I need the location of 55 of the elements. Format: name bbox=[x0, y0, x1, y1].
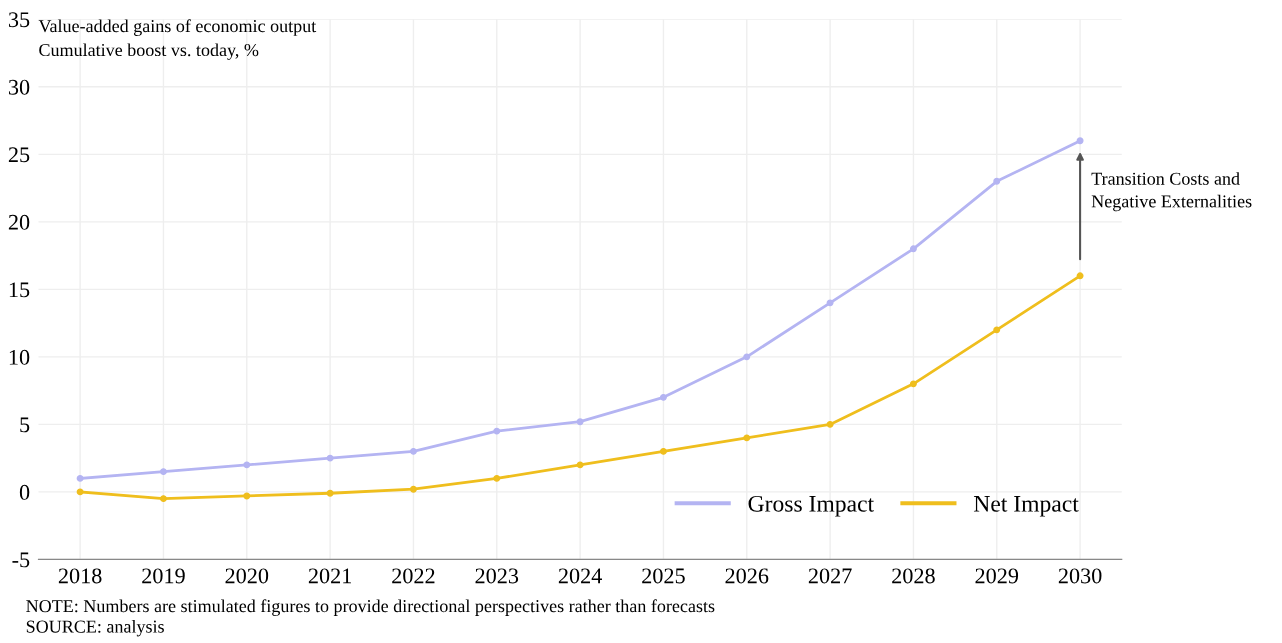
y-tick-label: 15 bbox=[9, 282, 30, 298]
chart-title: Value-added gains of economic output bbox=[38, 19, 317, 36]
point bbox=[326, 489, 334, 497]
x-tick-label: 2020 bbox=[225, 568, 269, 584]
y-tick-label: 35 bbox=[8, 12, 30, 28]
point bbox=[659, 447, 667, 455]
x-tick-label: 2028 bbox=[892, 568, 935, 584]
point bbox=[76, 488, 84, 496]
point bbox=[326, 454, 334, 462]
point bbox=[743, 353, 751, 361]
point bbox=[576, 461, 584, 469]
x-tick-label: 2019 bbox=[142, 568, 185, 584]
point bbox=[659, 393, 667, 401]
x-tick-label: 2018 bbox=[58, 568, 102, 584]
point bbox=[743, 434, 751, 442]
x-tick-label: 2029 bbox=[975, 568, 1019, 584]
y-tick-label: 30 bbox=[8, 79, 30, 95]
y-tick-label: 0 bbox=[19, 484, 30, 500]
point bbox=[993, 326, 1001, 334]
y-tick-label: 5 bbox=[20, 417, 30, 433]
point bbox=[1076, 272, 1084, 280]
point bbox=[826, 420, 834, 428]
point bbox=[909, 245, 917, 253]
point bbox=[576, 418, 584, 426]
y-tick-label: 20 bbox=[8, 214, 30, 230]
point bbox=[909, 380, 917, 388]
point bbox=[993, 177, 1001, 185]
point bbox=[409, 485, 417, 493]
point bbox=[409, 447, 417, 455]
x-tick-label: 2026 bbox=[725, 568, 769, 584]
source-note: SOURCE: analysis bbox=[26, 620, 164, 637]
point bbox=[493, 474, 501, 482]
y-tick-label: 25 bbox=[8, 147, 30, 163]
x-tick-label: 2030 bbox=[1058, 568, 1102, 584]
point bbox=[826, 299, 834, 307]
x-tick-label: 2022 bbox=[392, 568, 435, 584]
point bbox=[159, 495, 167, 503]
point bbox=[243, 492, 251, 500]
annotation: Transition Costs and Negative Externalities bbox=[1091, 172, 1252, 212]
x-tick-label: 2024 bbox=[558, 568, 602, 584]
x-tick-label: 2021 bbox=[308, 568, 351, 584]
legend-label: Net Impact bbox=[973, 496, 1079, 517]
text: NOTE: Numbers are stimulated figures to provide directional perspectives rather than forecasts bbox=[26, 599, 715, 616]
point bbox=[243, 461, 251, 469]
x-tick-label: 2023 bbox=[475, 568, 519, 584]
y-tick-label: 10 bbox=[9, 349, 30, 365]
legend-label: Gross Impact bbox=[748, 495, 874, 517]
point bbox=[76, 474, 84, 482]
y-tick-label: -5 bbox=[12, 552, 30, 568]
x-tick-label: 2027 bbox=[808, 568, 852, 584]
point bbox=[493, 427, 501, 435]
point bbox=[1076, 137, 1084, 145]
text: Cumulative boost vs. today, % bbox=[39, 43, 259, 60]
x-tick-label: 2025 bbox=[642, 568, 685, 584]
point bbox=[159, 468, 167, 476]
